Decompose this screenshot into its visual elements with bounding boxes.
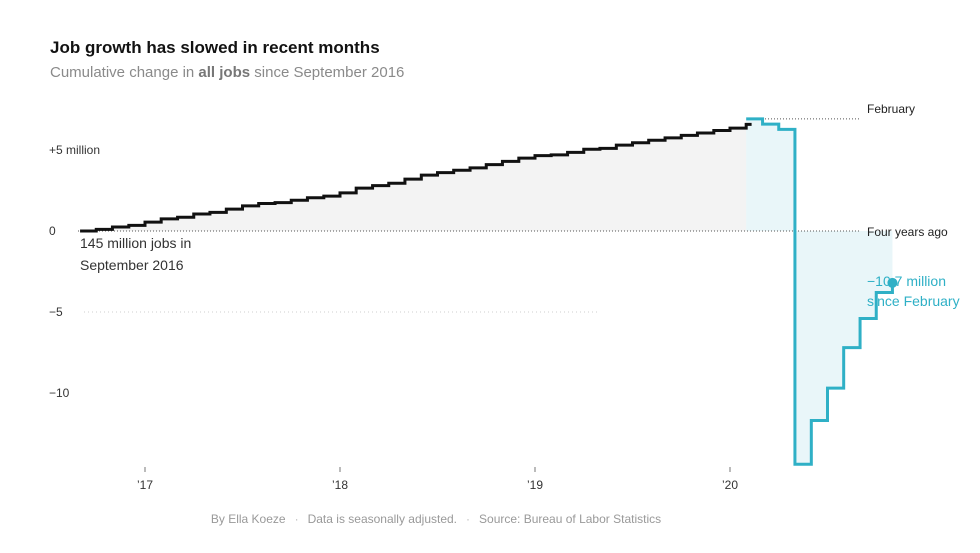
- x-tick-label: ’20: [722, 478, 738, 492]
- footer-separator: ·: [294, 512, 299, 526]
- chart-subtitle: Cumulative change in all jobs since Sept…: [50, 64, 404, 81]
- footer-source: Source: Bureau of Labor Statistics: [479, 512, 662, 526]
- baseline-annotation-line2: September 2016: [80, 257, 184, 273]
- change-annotation-line2: since February: [867, 293, 960, 309]
- area-before-february: [80, 124, 752, 231]
- footer: By Ella Koeze · Data is seasonally adjuste…: [0, 512, 872, 526]
- y-tick-label: +5 million: [49, 143, 100, 157]
- footer-note: Data is seasonally adjusted.: [307, 512, 458, 526]
- job-growth-chart: +5 million 0 −5 −10 ’17 ’18 ’19 ’20 145 million …: [49, 102, 960, 492]
- area-since-february: [746, 118, 893, 465]
- february-label: February: [867, 102, 915, 116]
- subtitle-suffix: since September 2016: [250, 64, 405, 81]
- y-tick-label: 0: [49, 224, 56, 238]
- x-tick-label: ’18: [332, 478, 348, 492]
- footer-byline: By Ella Koeze: [210, 512, 286, 526]
- change-annotation-line1: −10.7 million: [867, 273, 946, 289]
- y-tick-label: −5: [49, 305, 63, 319]
- baseline-annotation-line1: 145 million jobs in: [80, 235, 191, 251]
- series-line-before-february: [80, 122, 752, 233]
- x-tick-label: ’17: [137, 478, 153, 492]
- latest-data-point: [887, 277, 898, 288]
- footer-separator: ·: [466, 512, 471, 526]
- y-tick-label: −10: [49, 386, 70, 400]
- series-line-since-february: [746, 117, 894, 466]
- x-tick-label: ’19: [527, 478, 543, 492]
- subtitle-prefix: Cumulative change in: [50, 64, 199, 81]
- four-years-ago-label: Four years ago: [867, 225, 948, 239]
- subtitle-bold: all jobs: [198, 64, 251, 81]
- chart-title: Job growth has slowed in recent months: [50, 38, 380, 57]
